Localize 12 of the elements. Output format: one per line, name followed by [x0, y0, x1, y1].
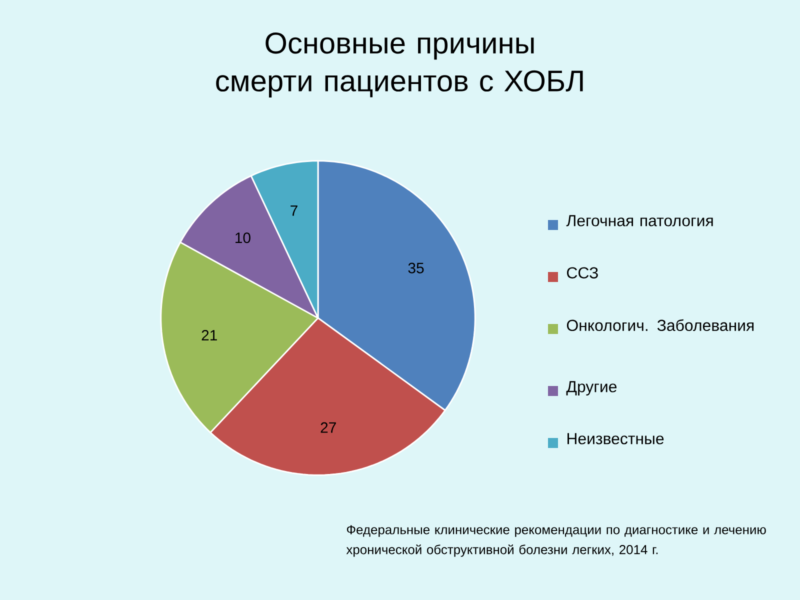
data-label: 7 [290, 206, 298, 216]
legend-label: Неизвестные [568, 433, 664, 444]
legend-label: Онкологич. Заболевания [566, 319, 754, 332]
data-label: 10 [236, 232, 250, 244]
data-label: 21 [202, 330, 217, 340]
data-label: 27 [320, 422, 336, 433]
legend-label: Легочная патология [566, 215, 713, 226]
chart-title: Основные причины смерти пациентов с ХОБЛ [216, 32, 583, 98]
legend-label: ССЗ [567, 267, 598, 278]
text: Федеральные клинические рекомендации по диагностике и лечению хронической обструктивной болезни легких, 2014 г. [346, 525, 766, 557]
data-label: 35 [408, 262, 424, 274]
legend-label: Другие [566, 381, 617, 396]
